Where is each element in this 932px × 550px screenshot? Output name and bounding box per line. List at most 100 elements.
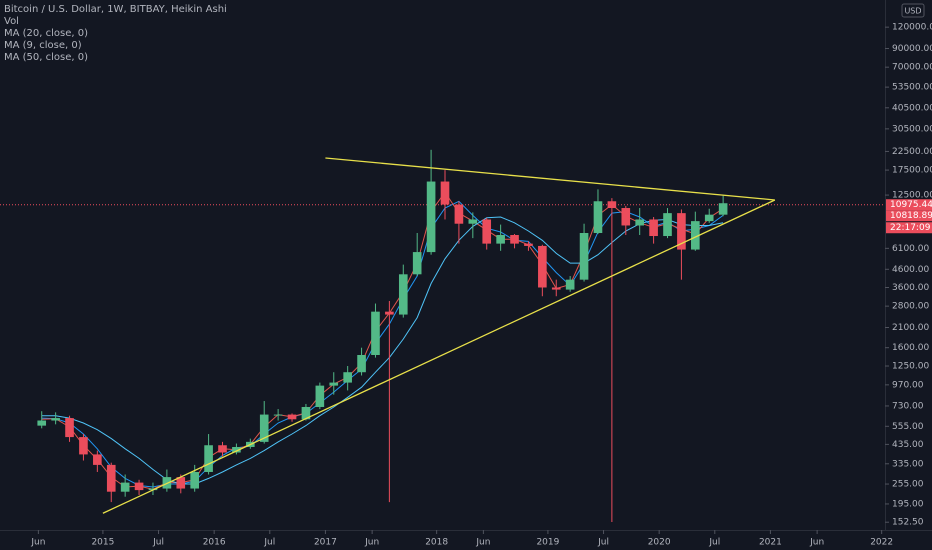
y-tick-label: 3600.00	[892, 283, 929, 293]
x-tick-label: Jul	[708, 538, 720, 548]
y-tick-label: 70000.00	[892, 63, 932, 73]
y-tick-label: 2100.00	[892, 323, 929, 333]
x-tick-label: Jun	[475, 538, 490, 548]
candle-body	[579, 232, 589, 280]
candle-body	[287, 414, 297, 420]
candle-body	[79, 437, 88, 455]
moving-average	[41, 200, 724, 488]
y-tick-label: 4600.00	[892, 265, 929, 275]
chart-title: Bitcoin / U.S. Dollar, 1W, BITBAY, Heiki…	[4, 4, 227, 15]
candle-body	[176, 477, 186, 489]
x-tick-label: 2022	[870, 538, 893, 548]
price-label-box	[886, 222, 932, 234]
candle-body	[106, 464, 116, 492]
candle-body	[65, 418, 74, 438]
candle-body	[510, 235, 519, 244]
price-label: 10818.89	[890, 211, 932, 221]
candle-body	[454, 204, 464, 224]
candle-body	[37, 420, 47, 426]
x-tick-label: 2021	[759, 538, 782, 548]
candle-body	[385, 311, 394, 315]
y-tick-label: 22500.00	[892, 147, 932, 157]
price-label: 22:17:09	[890, 223, 931, 233]
x-tick-label: 2017	[314, 538, 337, 548]
currency-box[interactable]	[901, 3, 925, 18]
candle-body	[315, 385, 325, 407]
x-tick-label: 2020	[648, 538, 671, 548]
candle-body	[691, 221, 700, 250]
price-label: 10975.44	[890, 200, 932, 210]
candle-body	[357, 355, 366, 373]
y-tick-label: 1250.00	[892, 362, 929, 372]
x-tick-label: Jul	[597, 538, 609, 548]
y-tick-label: 1600.00	[892, 343, 929, 353]
candle-body	[426, 181, 436, 253]
moving-average	[41, 216, 724, 485]
y-tick-label: 435.00	[892, 440, 924, 450]
candle-body	[565, 279, 575, 290]
y-tick-label: 30500.00	[892, 124, 932, 134]
candle-body	[190, 471, 199, 489]
indicator-label: MA (9, close, 0)	[4, 40, 82, 51]
x-tick-label: 2016	[203, 538, 226, 548]
x-tick-label: 2015	[91, 538, 114, 548]
candle-body	[593, 201, 603, 233]
y-tick-label: 12500.00	[892, 191, 932, 201]
candle-body	[218, 445, 227, 453]
y-tick-label: 53500.00	[892, 83, 932, 93]
candle-body	[482, 219, 492, 244]
candle-body	[398, 274, 408, 315]
candle-body	[93, 454, 102, 465]
x-tick-label: Jun	[809, 538, 824, 548]
trendline	[325, 157, 775, 201]
x-tick-label: Jul	[152, 538, 164, 548]
x-tick-label: 2019	[536, 538, 559, 548]
candle-body	[120, 482, 130, 492]
candle-body	[551, 287, 561, 290]
x-tick-label: Jul	[263, 538, 275, 548]
candle-body	[704, 214, 714, 222]
candle-body	[329, 382, 339, 386]
y-tick-label: 730.00	[892, 401, 924, 411]
candle-body	[635, 219, 645, 226]
candle-body	[259, 414, 269, 442]
candle-body	[677, 213, 686, 250]
candle-body	[301, 406, 311, 420]
candle-body	[440, 181, 450, 205]
y-tick-label: 40500.00	[892, 103, 932, 113]
y-tick-label: 6100.00	[892, 244, 929, 254]
price-label-box	[886, 199, 932, 211]
candle-body	[412, 252, 422, 275]
x-tick-label: 2018	[425, 538, 448, 548]
y-tick-label: 152.50	[892, 518, 924, 528]
candle-body	[718, 203, 728, 215]
y-tick-label: 17500.00	[892, 166, 932, 176]
currency: USD	[904, 7, 921, 16]
candle-body	[232, 446, 241, 453]
candle-body	[51, 418, 60, 421]
y-tick-label: 2800.00	[892, 302, 929, 312]
y-tick-label: 120000.00	[892, 23, 932, 33]
indicator-label: MA (20, close, 0)	[4, 28, 88, 39]
candle-body	[204, 445, 213, 472]
candle-body	[273, 414, 283, 416]
y-tick-label: 255.00	[892, 480, 924, 490]
trendline	[102, 199, 776, 514]
candle-body	[496, 235, 505, 244]
candle-body	[538, 245, 547, 288]
y-tick-label: 195.00	[892, 499, 924, 509]
x-tick-label: Jun	[30, 538, 45, 548]
y-tick-label: 90000.00	[892, 44, 932, 54]
price-label-box	[886, 210, 932, 222]
candle-body	[371, 311, 380, 356]
candle-body	[134, 482, 144, 491]
candle-body	[649, 219, 658, 237]
x-tick-label: Jun	[364, 538, 379, 548]
candle-body	[621, 208, 631, 226]
candle-body	[663, 213, 672, 237]
candle-body	[607, 201, 617, 209]
indicator-label: MA (50, close, 0)	[4, 52, 88, 63]
y-tick-label: 970.00	[892, 380, 924, 390]
